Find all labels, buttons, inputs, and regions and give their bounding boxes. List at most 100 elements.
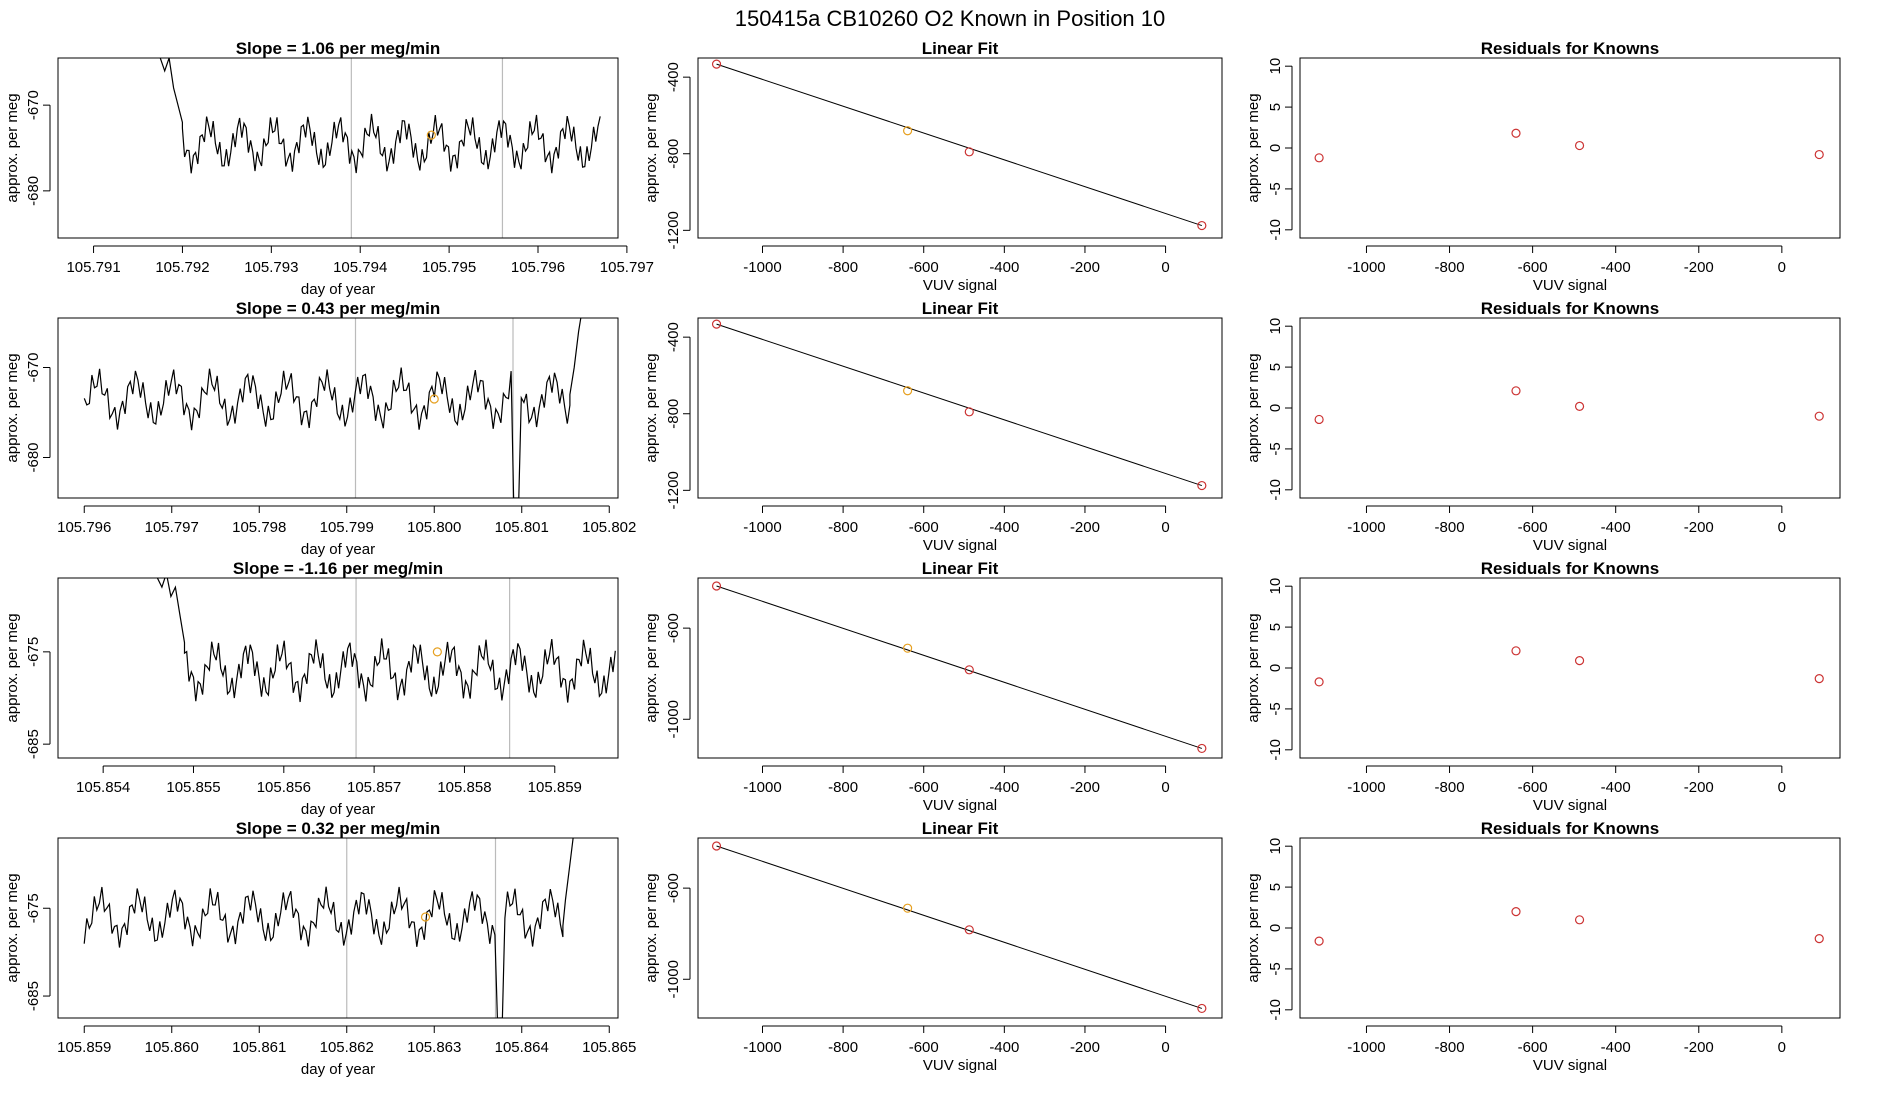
res-4-point [1574,915,1585,925]
ts-3-highlight-point [432,647,442,657]
ts-2-title: Slope = 0.43 per meg/min [236,299,441,318]
res-2-point [1511,386,1521,396]
res-4-y-tick-label: 0 [1267,924,1284,932]
ts-2-x-label: day of year [301,541,375,558]
ts-2-x-tick-label: 105.802 [582,519,636,536]
ts-1-y-label: approx. per meg [4,93,21,202]
res-3-x-tick-label: -400 [1601,779,1631,796]
res-2-x-tick-label: -400 [1601,519,1631,536]
fit-4-x-tick-label: -1000 [743,1039,781,1056]
fit-4-x-tick-label: -600 [909,1039,939,1056]
res-4-point [1314,936,1324,946]
ts-4-x-tick-label: 105.864 [495,1039,549,1056]
res-3-x-label: VUV signal [1533,797,1607,814]
res-3-point [1314,677,1324,687]
res-3-x-tick-label: -1000 [1347,779,1385,796]
res-1-point [1511,128,1521,138]
fit-1-y-label: approx. per meg [643,93,660,202]
fit-4-plot-frame [697,837,1223,1019]
res-3-point [1574,656,1585,666]
res-3-x-tick-label: -600 [1518,779,1548,796]
fit-2-fit-line [716,323,1203,487]
ts-4-x-tick-label: 105.865 [582,1039,636,1056]
fit-1-point [964,147,974,157]
res-4-point [1814,934,1824,944]
ts-1-x-tick-label: 105.793 [244,259,298,276]
ts-3-x-tick-label: 105.854 [76,779,130,796]
fit-2-point [964,407,974,417]
fit-4-y-label: approx. per meg [643,873,660,982]
fit-1-fit-line [716,63,1203,227]
ts-3-x-tick-label: 105.855 [166,779,220,796]
fit-3-x-tick-label: 0 [1161,779,1169,796]
ts-3-x-tick-label: 105.856 [257,779,311,796]
ts-1-x-tick-label: 105.795 [422,259,476,276]
fit-2-x-tick-label: -400 [989,519,1019,536]
fit-3-y-label: approx. per meg [643,613,660,722]
fit-1-y-tick-label: -1200 [665,211,682,249]
res-4-x-tick-label: -800 [1435,1039,1465,1056]
ts-4-x-tick-label: 105.863 [407,1039,461,1056]
ts-1-x-tick-label: 105.791 [66,259,120,276]
fit-4-y-tick-label: -1000 [665,960,682,998]
fit-2-title: Linear Fit [922,299,999,318]
ts-4-title: Slope = 0.32 per meg/min [236,819,441,838]
fit-3-y-tick-label: -1000 [665,700,682,738]
fit-3-point [711,581,722,591]
fit-3-x-tick-label: -1000 [743,779,781,796]
fit-3-x-tick-label: -800 [828,779,858,796]
fit-1-x-tick-label: -200 [1070,259,1100,276]
res-1-title: Residuals for Knowns [1481,39,1660,58]
fit-4-x-tick-label: 0 [1161,1039,1169,1056]
ts-2-x-tick-label: 105.797 [145,519,199,536]
fit-4-x-tick-label: -200 [1070,1039,1100,1056]
ts-4-y-tick-label: -675 [25,893,42,923]
fit-2-y-tick-label: -1200 [665,471,682,509]
res-2-x-tick-label: -200 [1684,519,1714,536]
res-4-x-tick-label: 0 [1778,1039,1786,1056]
ts-3-series-line [156,578,616,703]
fit-2-y-tick-label: -400 [665,322,682,352]
res-1-y-tick-label: 5 [1267,103,1284,111]
fit-3-point [902,643,913,653]
ts-3-x-tick-label: 105.857 [347,779,401,796]
res-1-x-tick-label: -1000 [1347,259,1385,276]
res-4-title: Residuals for Knowns [1481,819,1660,838]
fit-4-fit-line [716,845,1203,1009]
fit-1-plot-frame [697,57,1223,239]
ts-4-x-tick-label: 105.861 [232,1039,286,1056]
res-1-x-tick-label: -800 [1435,259,1465,276]
fit-2-x-label: VUV signal [923,537,997,554]
ts-4-y-tick-label: -685 [25,981,42,1011]
fit-2-x-tick-label: -1000 [743,519,781,536]
fit-1-x-tick-label: -1000 [743,259,781,276]
res-3-plot-frame [1299,577,1841,759]
res-4-plot-frame [1299,837,1841,1019]
fit-1-x-tick-label: -800 [828,259,858,276]
res-2-y-tick-label: -10 [1267,479,1284,501]
ts-1-y-tick-label: -670 [25,90,42,120]
fit-1-x-tick-label: 0 [1161,259,1169,276]
res-2-y-tick-label: 5 [1267,363,1284,371]
res-1-x-tick-label: 0 [1778,259,1786,276]
res-4-x-label: VUV signal [1533,1057,1607,1074]
res-2-x-label: VUV signal [1533,537,1607,554]
res-1-y-tick-label: -5 [1267,182,1284,195]
ts-2-x-tick-label: 105.799 [320,519,374,536]
fit-2-x-tick-label: -600 [909,519,939,536]
ts-3-y-label: approx. per meg [4,613,21,722]
ts-3-x-tick-label: 105.858 [437,779,491,796]
fit-1-point [711,59,722,69]
res-1-x-label: VUV signal [1533,277,1607,294]
fit-2-y-label: approx. per meg [643,353,660,462]
fit-3-x-tick-label: -400 [989,779,1019,796]
fit-1-point [902,126,913,136]
fit-2-x-tick-label: -800 [828,519,858,536]
fit-1-y-tick-label: -400 [665,62,682,92]
ts-1-highlight-point [426,130,436,140]
res-3-y-tick-label: 0 [1267,664,1284,672]
fit-2-y-tick-label: -800 [665,399,682,429]
res-3-point [1511,646,1521,656]
fit-4-x-label: VUV signal [923,1057,997,1074]
